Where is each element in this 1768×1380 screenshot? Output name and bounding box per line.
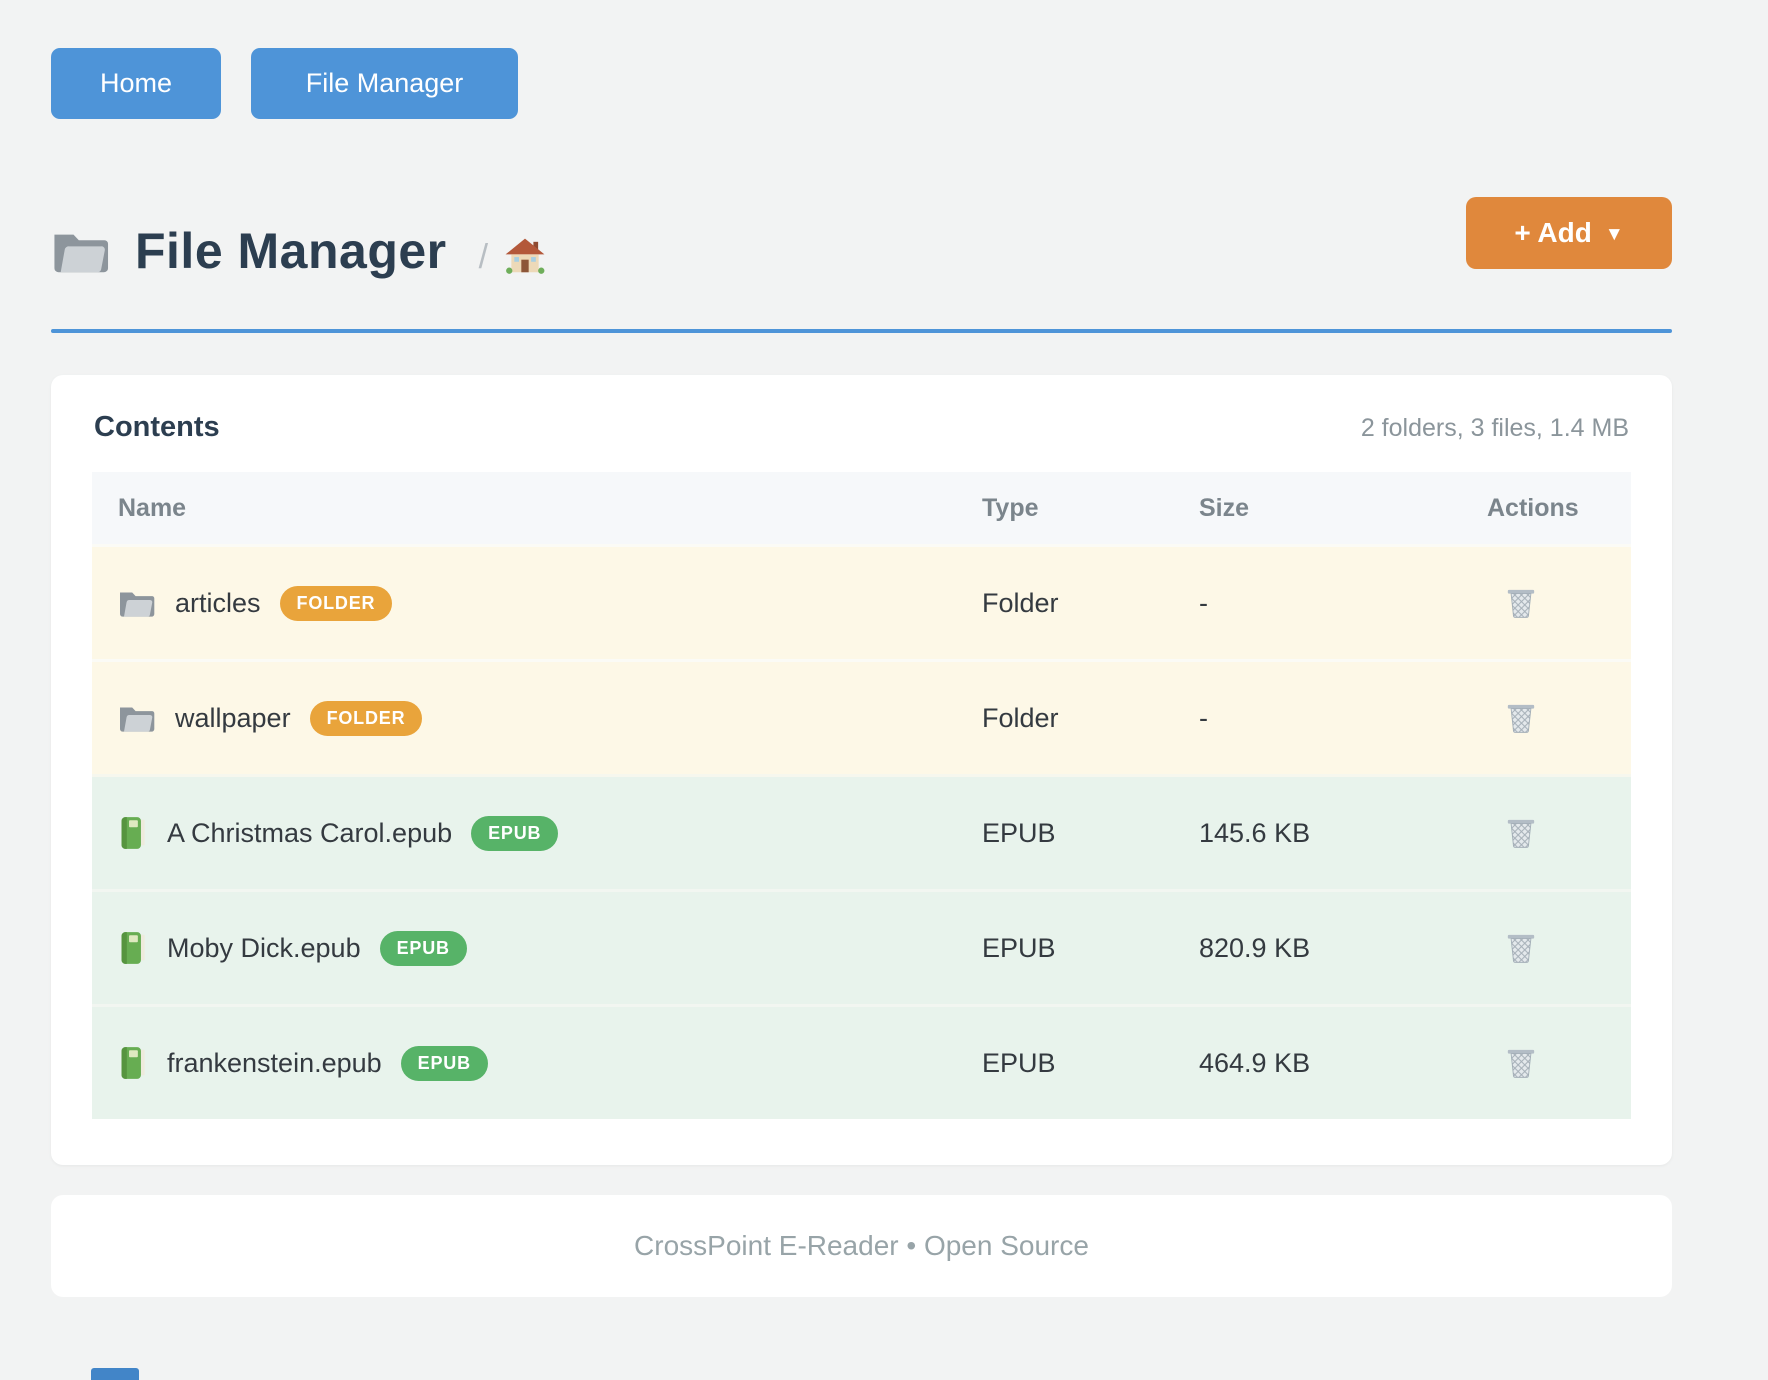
folder-badge: FOLDER	[309, 700, 423, 736]
page: Home File Manager File Manager /	[51, 0, 1672, 1297]
trash-icon	[1505, 585, 1537, 621]
name-cell: articles FOLDER	[92, 585, 982, 621]
partial-blue-element	[91, 1368, 139, 1380]
delete-button[interactable]	[1505, 700, 1537, 736]
epub-badge: EPUB	[471, 815, 559, 851]
folder-badge: FOLDER	[279, 585, 393, 621]
epub-badge: EPUB	[400, 1045, 488, 1081]
contents-card-header: Contents 2 folders, 3 files, 1.4 MB	[92, 411, 1631, 444]
footer-text: CrossPoint E-Reader • Open Source	[634, 1230, 1089, 1261]
green-book-icon	[118, 815, 148, 851]
epub-badge: EPUB	[379, 930, 467, 966]
title-divider	[51, 329, 1672, 333]
column-header-type: Type	[982, 493, 1039, 522]
folder-link[interactable]: wallpaper	[175, 702, 291, 733]
delete-button[interactable]	[1505, 930, 1537, 966]
folder-link[interactable]: articles	[175, 587, 261, 618]
size-cell: 464.9 KB	[1199, 1047, 1311, 1078]
type-cell: Folder	[982, 587, 1059, 618]
house-icon	[504, 237, 546, 275]
column-header-name: Name	[118, 493, 187, 522]
table-row: Moby Dick.epub EPUB EPUB 820.9 KB	[92, 889, 1631, 1004]
trash-icon	[1505, 930, 1537, 966]
green-book-icon	[118, 930, 148, 966]
actions-cell	[1487, 930, 1631, 966]
size-cell: 820.9 KB	[1199, 932, 1311, 963]
name-cell: A Christmas Carol.epub EPUB	[92, 815, 982, 851]
actions-cell	[1487, 700, 1631, 736]
size-cell: -	[1199, 702, 1208, 733]
column-header-actions: Actions	[1487, 493, 1579, 522]
add-button-label: + Add	[1514, 217, 1592, 248]
actions-cell	[1487, 815, 1631, 851]
size-cell: -	[1199, 587, 1208, 618]
actions-cell	[1487, 1045, 1631, 1081]
name-cell: frankenstein.epub EPUB	[92, 1045, 982, 1081]
add-button[interactable]: + Add ▼	[1466, 197, 1672, 269]
table-row: wallpaper FOLDER Folder -	[92, 659, 1631, 774]
page-header: File Manager /	[51, 219, 1672, 283]
contents-heading: Contents	[94, 411, 220, 443]
breadcrumb-separator: /	[478, 237, 489, 276]
trash-icon	[1505, 1045, 1537, 1081]
file-link[interactable]: frankenstein.epub	[167, 1047, 382, 1078]
table-row: frankenstein.epub EPUB EPUB 464.9 KB	[92, 1004, 1631, 1119]
trash-icon	[1505, 815, 1537, 851]
actions-cell	[1487, 585, 1631, 621]
contents-summary: 2 folders, 3 files, 1.4 MB	[1360, 414, 1629, 442]
chevron-down-icon: ▼	[1604, 223, 1624, 245]
home-button[interactable]: Home	[51, 48, 221, 119]
folder-icon	[51, 226, 111, 276]
name-cell: Moby Dick.epub EPUB	[92, 930, 982, 966]
folder-icon	[118, 702, 156, 734]
table-row: articles FOLDER Folder -	[92, 544, 1631, 659]
folder-icon	[118, 587, 156, 619]
table-row: A Christmas Carol.epub EPUB EPUB 145.6 K…	[92, 774, 1631, 889]
type-cell: Folder	[982, 702, 1059, 733]
file-table: Name Type Size Actions articles FOLDER	[92, 472, 1631, 1119]
page-title: File Manager	[135, 223, 447, 279]
delete-button[interactable]	[1505, 1045, 1537, 1081]
name-cell: wallpaper FOLDER	[92, 700, 982, 736]
size-cell: 145.6 KB	[1199, 817, 1311, 848]
contents-card: Contents 2 folders, 3 files, 1.4 MB Name…	[51, 375, 1672, 1165]
green-book-icon	[118, 1045, 148, 1081]
footer-card: CrossPoint E-Reader • Open Source	[51, 1195, 1672, 1297]
column-header-size: Size	[1199, 493, 1250, 522]
top-nav: Home File Manager	[51, 0, 1672, 119]
delete-button[interactable]	[1505, 585, 1537, 621]
trash-icon	[1505, 700, 1537, 736]
delete-button[interactable]	[1505, 815, 1537, 851]
table-header-row: Name Type Size Actions	[92, 472, 1631, 544]
file-manager-button[interactable]: File Manager	[251, 48, 518, 119]
file-link[interactable]: A Christmas Carol.epub	[167, 817, 453, 848]
type-cell: EPUB	[982, 932, 1056, 963]
type-cell: EPUB	[982, 1047, 1056, 1078]
type-cell: EPUB	[982, 817, 1056, 848]
breadcrumb-home[interactable]	[504, 237, 546, 275]
file-link[interactable]: Moby Dick.epub	[167, 932, 361, 963]
